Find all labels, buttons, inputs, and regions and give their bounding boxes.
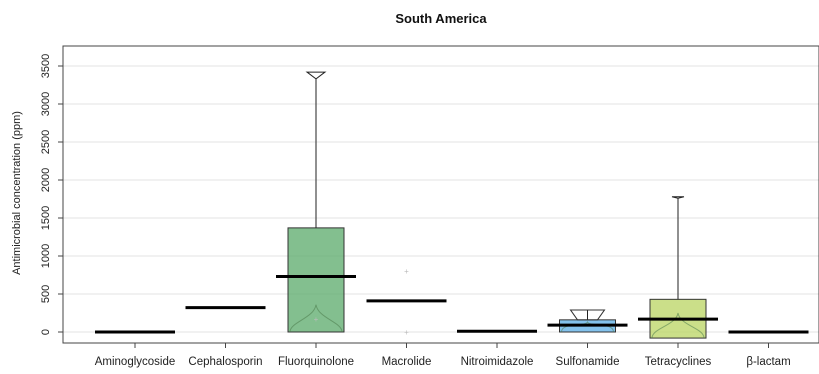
y-tick-label: 0 bbox=[40, 329, 52, 335]
box-group-sulfonamide bbox=[547, 309, 628, 333]
outlier-point: + bbox=[404, 267, 409, 276]
x-tick-label: Fluorquinolone bbox=[278, 356, 354, 368]
axis-layer: 0 500 1000 1500 2000 2500 3000 3500 Aminoglycosi… bbox=[40, 54, 791, 368]
x-tick-label: Cephalosporin bbox=[188, 356, 262, 368]
x-tick-label: Macrolide bbox=[382, 356, 432, 368]
x-tick-label: Aminoglycoside bbox=[95, 356, 176, 368]
y-axis-label: Antimicrobial concentration (ppm) bbox=[11, 111, 23, 275]
violin-outline bbox=[289, 304, 343, 333]
violin-outline bbox=[651, 312, 705, 339]
x-tick-label: Sulfonamide bbox=[556, 356, 620, 368]
x-tick-label: Tetracyclines bbox=[645, 356, 712, 368]
y-tick-label: 1000 bbox=[40, 244, 52, 268]
x-tick-label: Nitroimidazole bbox=[461, 356, 534, 368]
whisker-cap bbox=[305, 71, 327, 80]
box-group-tetracyclines bbox=[638, 196, 718, 339]
y-tick-label: 500 bbox=[40, 285, 52, 303]
chart-title: South America bbox=[395, 11, 487, 26]
outlier-point: + bbox=[314, 315, 319, 324]
whisker-cap bbox=[671, 196, 685, 199]
grid-layer bbox=[63, 65, 819, 333]
y-tick-label: 3500 bbox=[40, 54, 52, 78]
y-tick-label: 2500 bbox=[40, 130, 52, 154]
x-tick-label: β-lactam bbox=[746, 356, 790, 368]
y-tick-label: 2000 bbox=[40, 168, 52, 192]
plot-frame bbox=[62, 45, 819, 344]
marks-layer: +++ bbox=[95, 71, 809, 339]
box-group-fluorquinolone: + bbox=[276, 71, 356, 333]
box-group-macrolide: ++ bbox=[366, 267, 447, 337]
y-tick-label: 1500 bbox=[40, 206, 52, 230]
outlier-point: + bbox=[404, 328, 409, 337]
y-tick-label: 3000 bbox=[40, 92, 52, 116]
sulfonamide-notch bbox=[569, 309, 606, 321]
